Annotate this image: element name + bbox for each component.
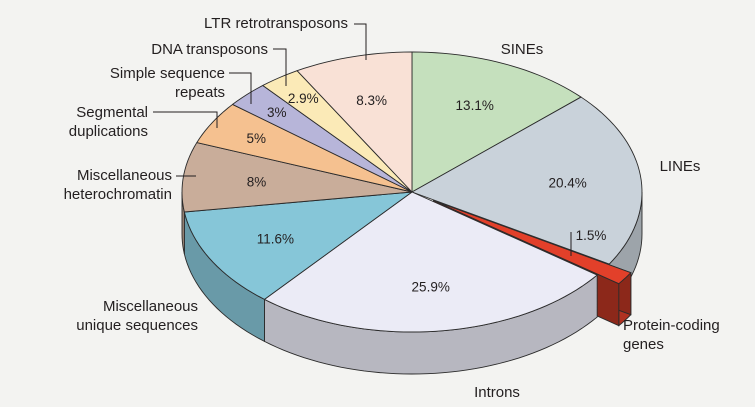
- slice-dna-transposons: [262, 70, 413, 193]
- slice-protein-coding-genes: [433, 200, 632, 285]
- slice-miscellaneous-unique-sequences: [183, 191, 413, 300]
- category-label-miscellaneous-heterochromatin: Miscellaneous heterochromatin: [64, 167, 172, 203]
- percent-label-dna-transposons: 2.9%: [288, 91, 319, 106]
- percent-label-protein-coding-genes: 1.5%: [576, 228, 607, 243]
- leader-line-ltr-retrotransposons: [354, 23, 367, 60]
- percent-label-ltr-retrotransposons: 8.3%: [356, 93, 387, 108]
- percent-label-sines: 13.1%: [456, 98, 494, 113]
- percent-label-segmental-duplications: 5%: [246, 131, 266, 146]
- percent-label-miscellaneous-unique-sequences: 11.6%: [257, 231, 294, 246]
- category-label-sines: SINEs: [501, 41, 544, 58]
- percent-label-lines: 20.4%: [548, 175, 586, 190]
- leader-line-dna-transposons: [273, 48, 287, 86]
- slice-miscellaneous-heterochromatin: [181, 142, 413, 213]
- leader-line-simple-sequence-repeats: [229, 72, 252, 104]
- category-label-lines: LINEs: [660, 158, 701, 175]
- leader-lines: [153, 23, 572, 256]
- slice-segmental-duplications: [196, 103, 413, 193]
- percent-label-simple-sequence-repeats: 3%: [267, 105, 287, 120]
- percent-labels: 13.1% 20.4% 1.5% 25.9% 11.6% 8% 5%3%2.9% 8.3%: [246, 91, 606, 294]
- slice-ltr-retrotransposons: [296, 51, 413, 193]
- slice-introns: [264, 191, 598, 333]
- slice-lines: [411, 96, 643, 265]
- leader-line-segmental-duplications: [153, 111, 218, 128]
- category-label-introns: Introns: [474, 384, 520, 401]
- category-labels: SINEs LINEs Protein-coding genes Introns Misc…: [64, 15, 720, 401]
- category-label-segmental-duplications: Segmental duplications: [69, 104, 148, 140]
- slice-simple-sequence-repeats: [232, 85, 413, 193]
- category-label-ltr-retrotransposons: LTR retrotransposons: [204, 15, 348, 32]
- slice-sines: [411, 51, 582, 193]
- category-label-dna-transposons: DNA transposons: [151, 41, 268, 58]
- category-label-simple-sequence-repeats: Simple sequence repeats: [110, 65, 225, 101]
- percent-label-miscellaneous-heterochromatin: 8%: [247, 175, 267, 190]
- category-label-protein-coding-genes: Protein-coding genes: [623, 317, 720, 353]
- percent-label-introns: 25.9%: [412, 280, 450, 295]
- pie-top-faces: [181, 51, 643, 333]
- category-label-miscellaneous-unique-sequences: Miscellaneous unique sequences: [76, 298, 198, 334]
